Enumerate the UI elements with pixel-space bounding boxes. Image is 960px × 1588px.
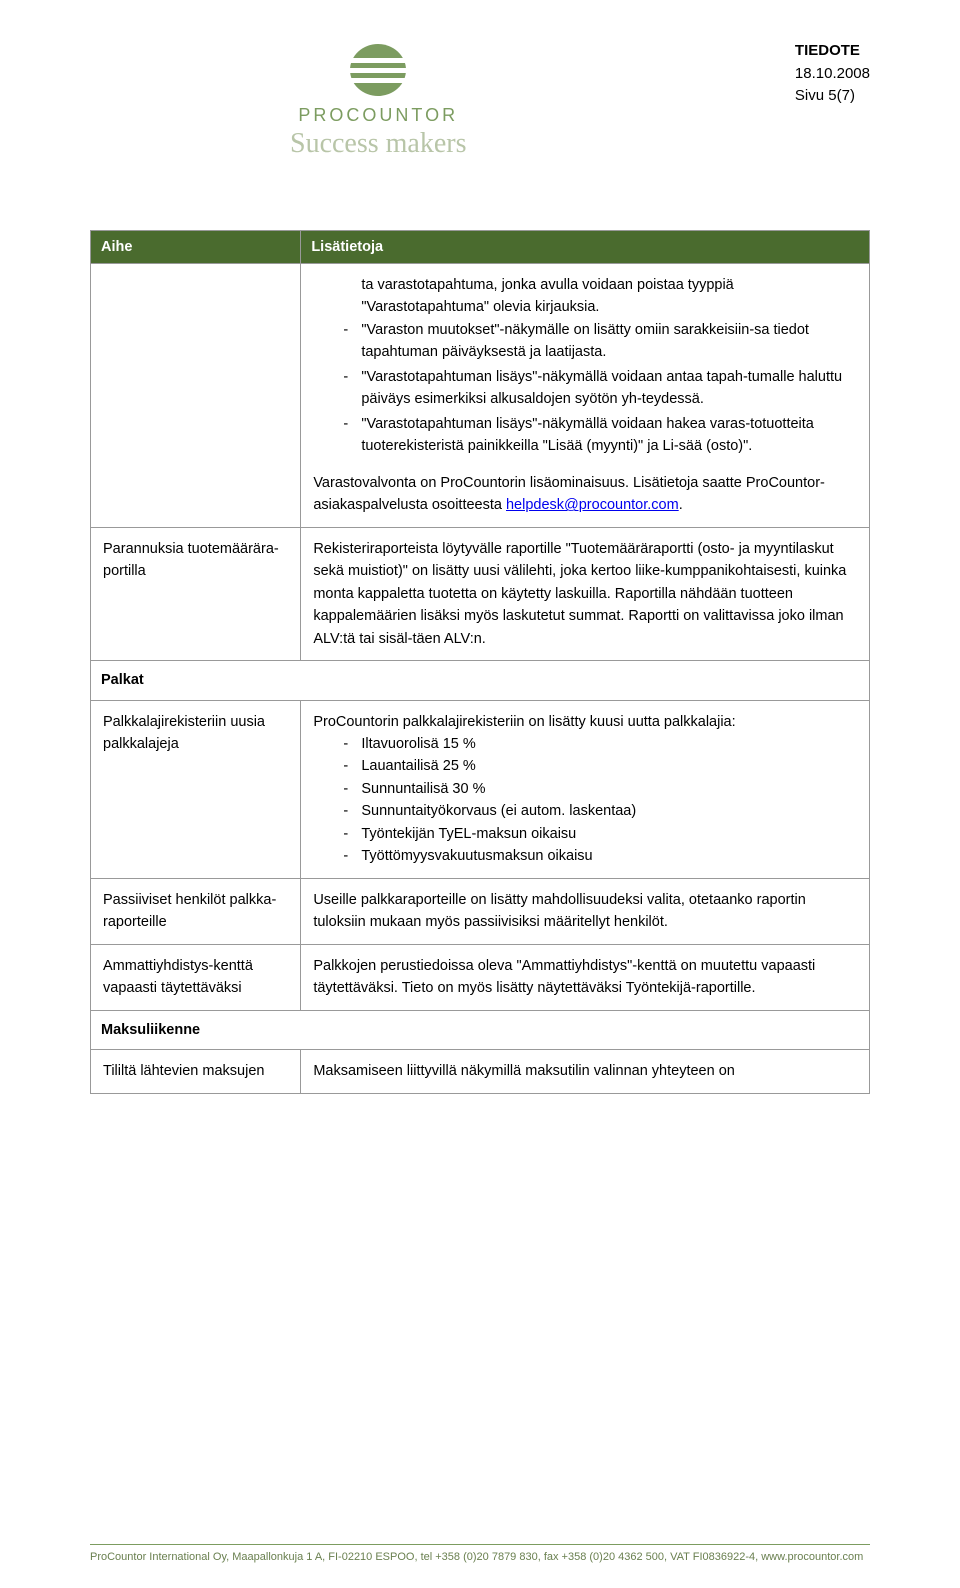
intro-text: ProCountorin palkkalajirekisteriin on li…: [313, 711, 857, 733]
info-cell: Maksamiseen liittyvillä näkymillä maksut…: [301, 1050, 870, 1093]
list-item: "Varaston muutokset"-näkymälle on lisätt…: [313, 319, 857, 364]
topic-cell: Palkkalajirekisteriin uusia palkkalajeja: [91, 700, 301, 878]
list-item: Sunnuntaityökorvaus (ei autom. laskentaa…: [313, 800, 857, 822]
continuation-text: ta varastotapahtuma, jonka avulla voidaa…: [313, 274, 857, 319]
table-row: Palkkalajirekisteriin uusia palkkalajeja…: [91, 700, 870, 878]
doc-meta: TIEDOTE 18.10.2008 Sivu 5(7): [795, 40, 870, 108]
footer-text: ProCountor International Oy, Maapallonku…: [90, 1551, 863, 1563]
section-title: Maksuliikenne: [91, 1010, 870, 1049]
info-cell: ProCountorin palkkalajirekisteriin on li…: [301, 700, 870, 878]
topic-cell: Tililtä lähtevien maksujen: [91, 1050, 301, 1093]
col-topic-header: Aihe: [91, 231, 301, 264]
topic-cell: Ammattiyhdistys-kenttä vapaasti täytettä…: [91, 944, 301, 1010]
logo-mark: [343, 40, 413, 100]
list-item: Työntekijän TyEL-maksun oikaisu: [313, 823, 857, 845]
section-row-palkat: Palkat: [91, 661, 870, 700]
logo-text: PROCOUNTOR: [290, 105, 467, 126]
section-row-maksuliikenne: Maksuliikenne: [91, 1010, 870, 1049]
text-span: .: [679, 497, 683, 513]
table-row: Ammattiyhdistys-kenttä vapaasti täytettä…: [91, 944, 870, 1010]
page-footer: ProCountor International Oy, Maapallonku…: [90, 1544, 870, 1563]
list-item: "Varastotapahtuman lisäys"-näkymällä voi…: [313, 366, 857, 411]
content-table: Aihe Lisätietoja ta varastotapahtuma, jo…: [90, 230, 870, 1094]
topic-cell: [91, 264, 301, 528]
list-item: Iltavuorolisä 15 %: [313, 733, 857, 755]
paragraph: Varastovalvonta on ProCountorin lisäomin…: [313, 472, 857, 517]
topic-cell: Passiiviset henkilöt palkka-raporteille: [91, 878, 301, 944]
info-cell: ta varastotapahtuma, jonka avulla voidaa…: [301, 264, 870, 528]
plain-list: Iltavuorolisä 15 % Lauantailisä 25 % Sun…: [313, 733, 857, 868]
doc-title: TIEDOTE: [795, 40, 870, 63]
helpdesk-link[interactable]: helpdesk@procountor.com: [506, 497, 679, 513]
logo-area: PROCOUNTOR Success makers: [290, 40, 467, 160]
table-row: Passiiviset henkilöt palkka-raporteille …: [91, 878, 870, 944]
table-row: ta varastotapahtuma, jonka avulla voidaa…: [91, 264, 870, 528]
page-header: PROCOUNTOR Success makers TIEDOTE 18.10.…: [90, 40, 870, 160]
table-row: Parannuksia tuotemäärära-portilla Rekist…: [91, 527, 870, 660]
info-cell: Rekisteriraporteista löytyvälle raportil…: [301, 527, 870, 660]
logo-tagline: Success makers: [290, 128, 467, 160]
list-item: "Varastotapahtuman lisäys"-näkymällä voi…: [313, 413, 857, 458]
globe-icon: [343, 40, 413, 100]
col-info-header: Lisätietoja: [301, 231, 870, 264]
doc-page: Sivu 5(7): [795, 85, 870, 108]
section-title: Palkat: [91, 661, 870, 700]
doc-date: 18.10.2008: [795, 63, 870, 86]
table-row: Tililtä lähtevien maksujen Maksamiseen l…: [91, 1050, 870, 1093]
table-header-row: Aihe Lisätietoja: [91, 231, 870, 264]
list-item: Työttömyysvakuutusmaksun oikaisu: [313, 845, 857, 867]
list-item: Lauantailisä 25 %: [313, 755, 857, 777]
bullet-list: "Varaston muutokset"-näkymälle on lisätt…: [313, 319, 857, 458]
document-page: PROCOUNTOR Success makers TIEDOTE 18.10.…: [0, 0, 960, 1588]
topic-cell: Parannuksia tuotemäärära-portilla: [91, 527, 301, 660]
info-cell: Useille palkkaraporteille on lisätty mah…: [301, 878, 870, 944]
info-cell: Palkkojen perustiedoissa oleva "Ammattiy…: [301, 944, 870, 1010]
list-item: Sunnuntailisä 30 %: [313, 778, 857, 800]
